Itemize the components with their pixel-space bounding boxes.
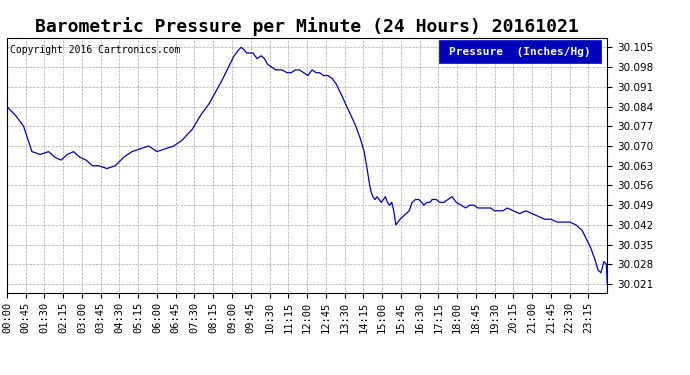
FancyBboxPatch shape (439, 40, 601, 63)
Text: Pressure  (Inches/Hg): Pressure (Inches/Hg) (449, 46, 591, 57)
Text: Copyright 2016 Cartronics.com: Copyright 2016 Cartronics.com (10, 45, 180, 55)
Title: Barometric Pressure per Minute (24 Hours) 20161021: Barometric Pressure per Minute (24 Hours… (35, 17, 579, 36)
